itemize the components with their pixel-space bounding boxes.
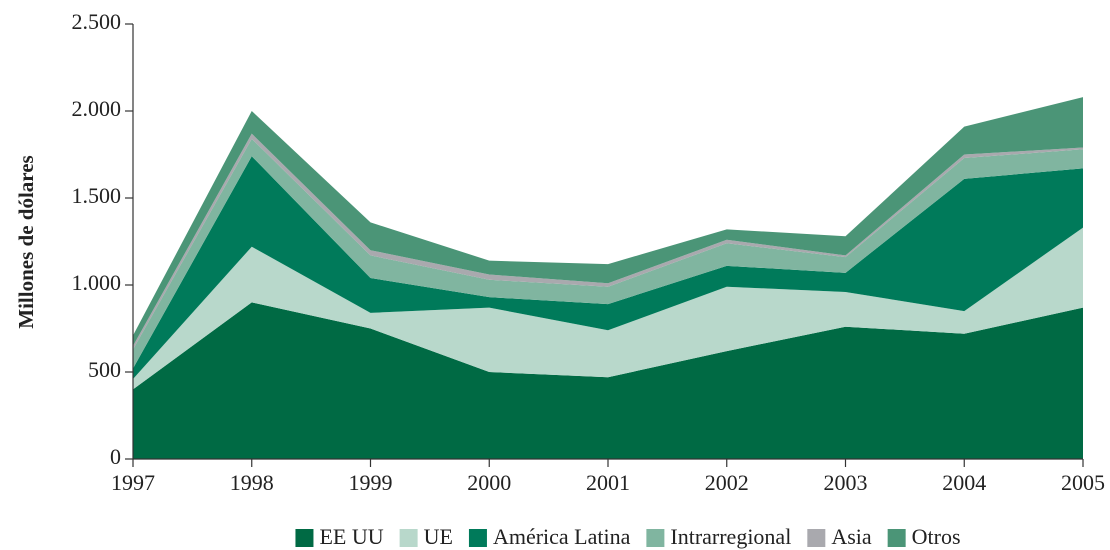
legend-swatch: [468, 529, 487, 547]
area: [133, 138, 1083, 369]
area: [133, 133, 1083, 350]
legend-swatch: [295, 529, 314, 547]
area: [133, 227, 1083, 390]
x-tick-label: 1997: [111, 470, 155, 495]
legend-label: Intrarregional: [670, 524, 791, 549]
area: [133, 156, 1083, 379]
x-tick-label: 2002: [705, 470, 749, 495]
y-tick-label: 2.500: [72, 9, 122, 34]
y-tick-label: 2.000: [72, 96, 122, 121]
y-tick-label: 0: [110, 444, 121, 469]
legend-swatch: [646, 529, 665, 547]
area: [133, 302, 1083, 459]
y-tick-label: 1.000: [72, 270, 122, 295]
x-tick-label: 1998: [230, 470, 274, 495]
y-axis-label: Millones de dólares: [14, 155, 38, 328]
x-tick-label: 2004: [942, 470, 986, 495]
legend-label: Otros: [912, 524, 961, 549]
x-tick-label: 2000: [467, 470, 511, 495]
x-tick-label: 2001: [586, 470, 630, 495]
area: [133, 97, 1083, 346]
x-tick-label: 2005: [1061, 470, 1105, 495]
legend-label: EE UU: [319, 524, 383, 549]
legend-swatch: [887, 529, 906, 547]
legend-label: América Latina: [493, 524, 631, 549]
legend-label: UE: [424, 524, 453, 549]
y-tick-label: 500: [88, 357, 121, 382]
x-tick-label: 2003: [824, 470, 868, 495]
legend-swatch: [807, 529, 826, 547]
x-tick-label: 1999: [349, 470, 393, 495]
y-tick-label: 1.500: [72, 183, 122, 208]
legend-label: Asia: [831, 524, 872, 549]
legend-swatch: [399, 529, 418, 547]
